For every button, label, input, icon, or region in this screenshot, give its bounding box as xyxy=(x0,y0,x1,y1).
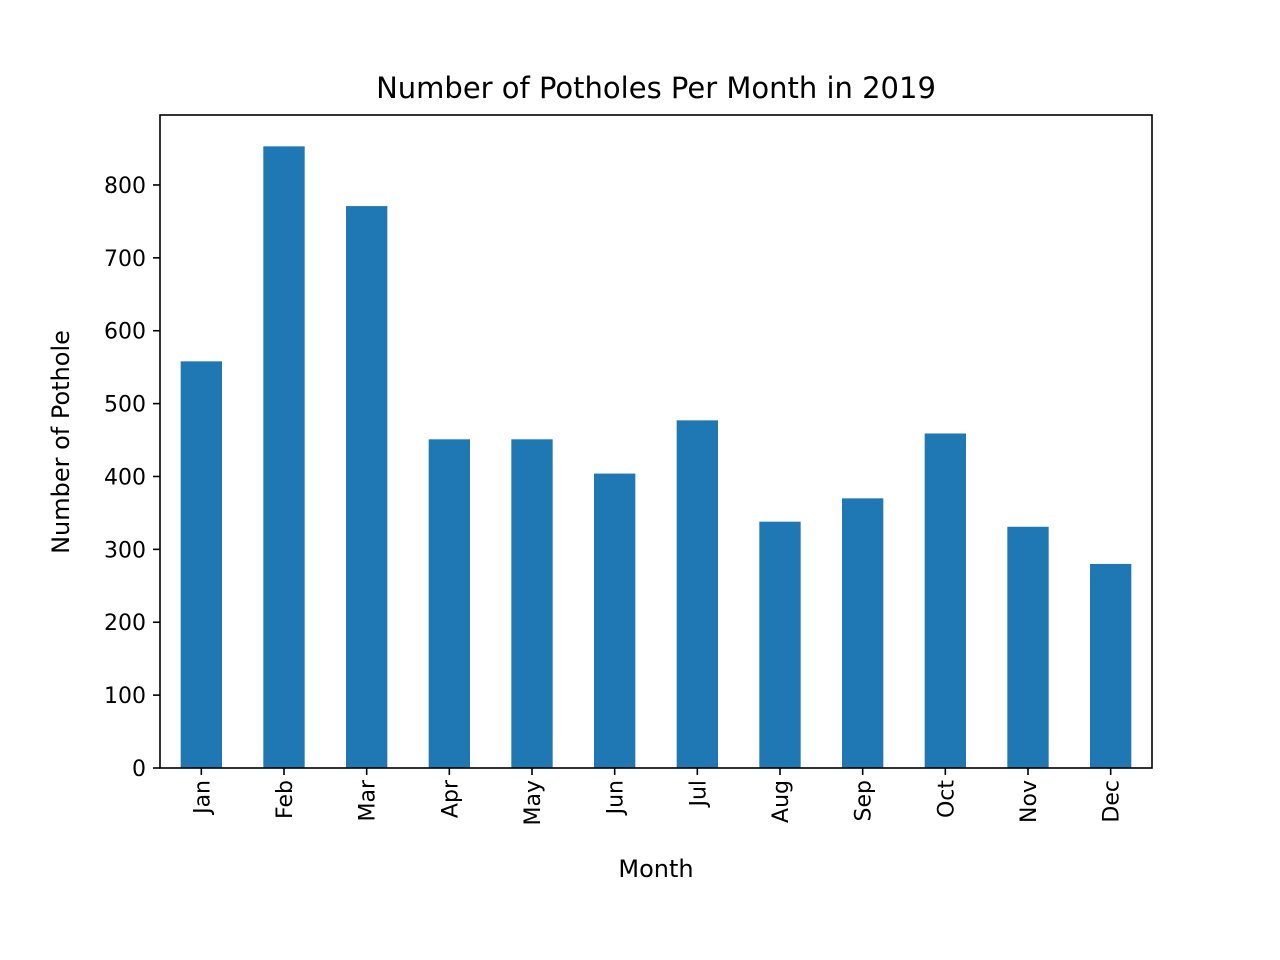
bar-apr xyxy=(428,439,470,768)
bar-sep xyxy=(842,498,884,768)
x-tick-label-nov: Nov xyxy=(1017,780,1042,823)
bar-nov xyxy=(1007,526,1049,768)
y-tick-label-400: 400 xyxy=(104,465,146,490)
y-tick-label-300: 300 xyxy=(104,538,146,563)
x-tick-label-sep: Sep xyxy=(852,780,877,821)
bar-mar xyxy=(346,206,388,768)
y-axis-label: Number of Pothole xyxy=(47,330,75,554)
y-tick-label-800: 800 xyxy=(104,174,146,199)
y-tick-label-0: 0 xyxy=(132,757,146,782)
x-tick-label-aug: Aug xyxy=(769,780,794,823)
bar-oct xyxy=(924,433,966,768)
bar-jan xyxy=(180,361,222,768)
y-tick-label-200: 200 xyxy=(104,611,146,636)
y-tick-label-500: 500 xyxy=(104,393,146,418)
x-tick-label-dec: Dec xyxy=(1100,780,1125,823)
bar-jul xyxy=(676,420,718,768)
bar-may xyxy=(511,439,553,768)
x-tick-label-mar: Mar xyxy=(356,779,381,821)
plot-frame xyxy=(159,114,1153,769)
x-tick-label-oct: Oct xyxy=(934,780,959,818)
bar-aug xyxy=(759,521,801,768)
y-tick-label-700: 700 xyxy=(104,247,146,272)
bars-group xyxy=(180,146,1132,769)
bar-feb xyxy=(263,146,305,769)
y-axis: 0 100 200 300 400 500 600 700 800 xyxy=(104,174,160,782)
x-tick-label-jan: Jan xyxy=(190,780,215,816)
x-tick-label-may: May xyxy=(521,780,546,825)
y-tick-label-100: 100 xyxy=(104,684,146,709)
y-tick-label-600: 600 xyxy=(104,320,146,345)
x-axis-label: Month xyxy=(618,855,693,883)
x-tick-label-jul: Jul xyxy=(686,780,711,809)
bar-jun xyxy=(594,473,636,768)
bar-dec xyxy=(1090,563,1132,768)
x-tick-label-apr: Apr xyxy=(438,779,463,818)
x-tick-label-feb: Feb xyxy=(273,780,298,819)
chart-title: Number of Potholes Per Month in 2019 xyxy=(376,71,936,105)
x-axis: Jan Feb Mar Apr May Jun Jul Aug Sep Oct Nov Dec xyxy=(190,768,1125,825)
x-tick-label-jun: Jun xyxy=(604,780,629,816)
